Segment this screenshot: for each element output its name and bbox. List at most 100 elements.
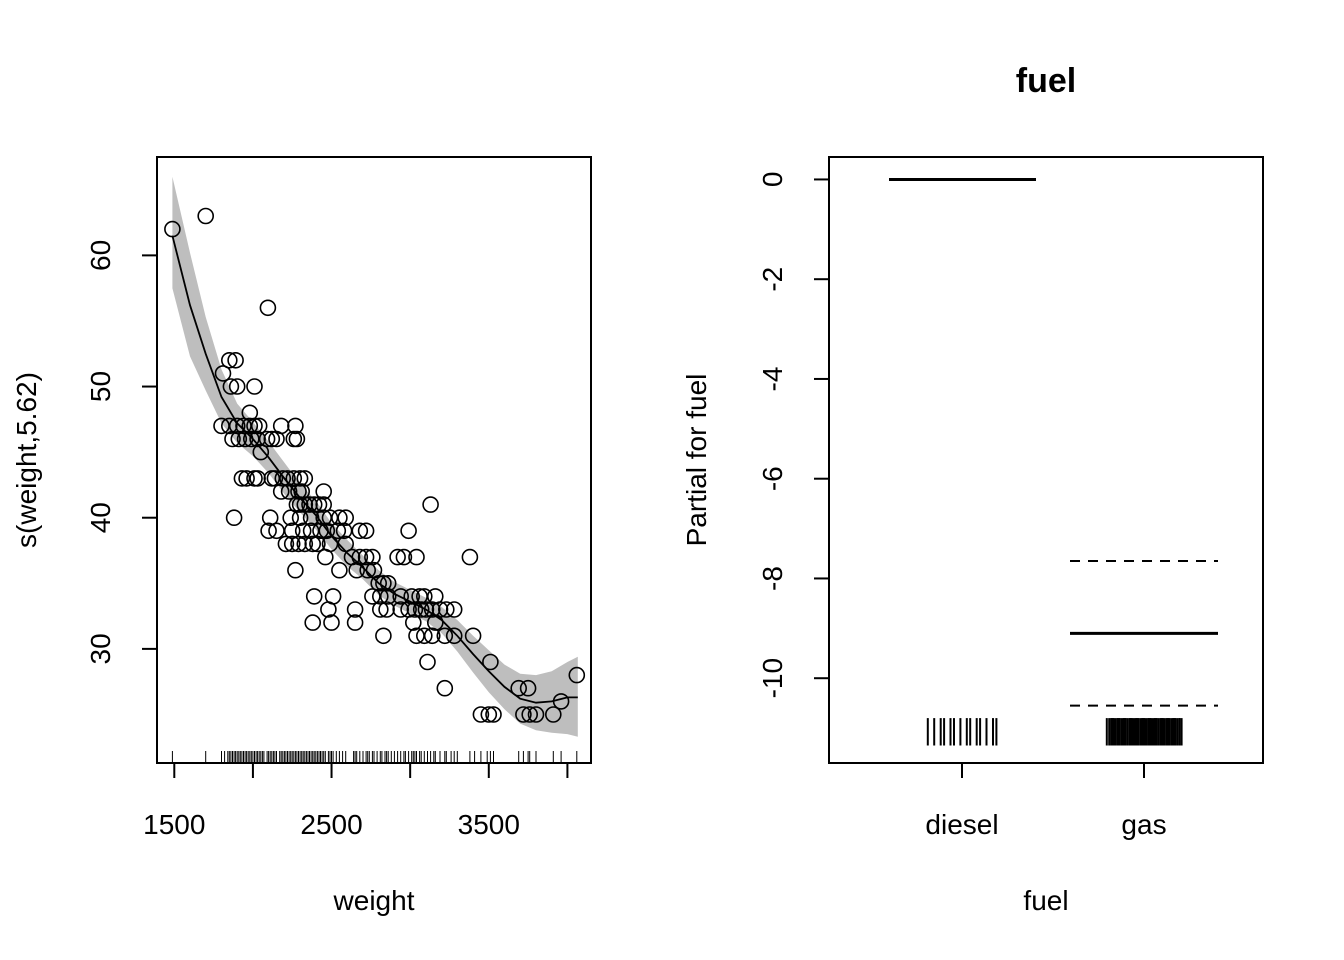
residual-point [375,627,392,645]
residual-point [357,548,375,566]
residual-point [268,430,285,448]
residual-point [296,535,314,553]
factor-effects [889,177,1218,707]
residual-point [304,614,322,631]
residual-point [370,574,388,592]
residual-point [337,509,355,527]
partial-residual-points [164,207,586,723]
residual-point [246,378,263,395]
residual-point [222,378,240,395]
residual-point [527,706,545,723]
residual-point [515,706,532,723]
residual-point [403,588,421,605]
residual-point [331,561,348,579]
residual-point [197,207,214,225]
residual-point [227,351,244,369]
residual-point [316,548,334,566]
residual-point [238,470,255,487]
residual-point [291,470,309,487]
residual-point [482,653,499,671]
y-tick-label: -6 [757,466,788,491]
residual-point [378,601,395,618]
residual-point [263,430,281,448]
residual-point [357,522,375,540]
residual-point [392,588,410,605]
residual-point [445,601,463,618]
plot-frame [828,156,1264,764]
residual-point [480,706,498,723]
residual-point [329,522,347,540]
panel-weight-smooth: 1500 2500 3500 30 40 50 60 weight s(weight,5.… [11,156,592,916]
residual-point [266,470,284,487]
y-tick-label: -2 [757,267,788,292]
confidence-band [172,176,578,737]
residual-point [228,378,246,395]
y-axis: 30 40 50 60 [85,240,158,664]
residual-point [309,535,326,553]
residual-point [288,430,306,448]
residual-point [277,535,295,553]
weight-rug [171,751,578,763]
residual-point [422,496,439,513]
residual-point [296,470,314,487]
residual-point [221,351,238,369]
residual-point [346,614,364,631]
y-tick-label: -10 [757,658,788,698]
residual-point [260,522,277,540]
y-axis-title: Partial for fuel [681,374,712,547]
residual-point [461,548,479,566]
x-axis: 1500 2500 3500 [143,762,569,840]
residual-point [436,679,454,697]
residual-point [408,548,425,566]
residual-point [304,535,322,553]
x-tick-label: 2500 [300,809,362,840]
residual-point [252,443,270,461]
y-axis: 0 -2 -4 -6 -8 -10 [757,172,830,698]
x-tick-label: 3500 [458,809,520,840]
y-axis-title: s(weight,5.62) [11,372,42,548]
y-tick-label: 60 [85,240,116,271]
smooth-fit-path [171,235,578,704]
residual-point [249,430,266,448]
residual-point [320,601,337,618]
residual-point [283,535,301,553]
x-tick-label-diesel: diesel [925,809,998,840]
residual-point [371,588,389,605]
residual-point [464,627,482,645]
residual-point [419,653,436,671]
residual-point [249,470,266,487]
residual-point [423,627,441,645]
residual-point [315,496,333,513]
residual-point [472,706,490,723]
residual-point [371,601,389,618]
residual-point [318,522,336,540]
residual-point [272,483,290,500]
residual-point [406,601,424,618]
confidence-band-area [172,176,578,737]
y-tick-label: 0 [757,172,788,188]
residual-point [400,522,417,540]
residual-point [346,601,364,618]
residual-point [510,679,528,697]
residual-point [224,430,241,448]
residual-point [274,470,292,487]
plot-frame [156,156,592,764]
residual-point [258,430,276,448]
residual-point [364,588,381,605]
panel-fuel-factor: fuel diesel gas 0 -2 -4 -6 -8 -10 fuel Partial… [681,62,1264,916]
residual-point [395,548,413,566]
residual-point [283,522,301,540]
residual-point [392,601,410,618]
residual-point [261,509,279,527]
fuel-rug [926,718,1183,746]
residual-point [351,522,369,540]
residual-point [379,574,397,592]
residual-point [243,430,260,448]
residual-point [521,706,539,723]
y-tick-label: -4 [757,367,788,392]
residual-point [214,365,232,382]
residual-point [415,588,433,605]
residual-point [259,299,277,317]
x-axis-title: fuel [1023,885,1068,916]
